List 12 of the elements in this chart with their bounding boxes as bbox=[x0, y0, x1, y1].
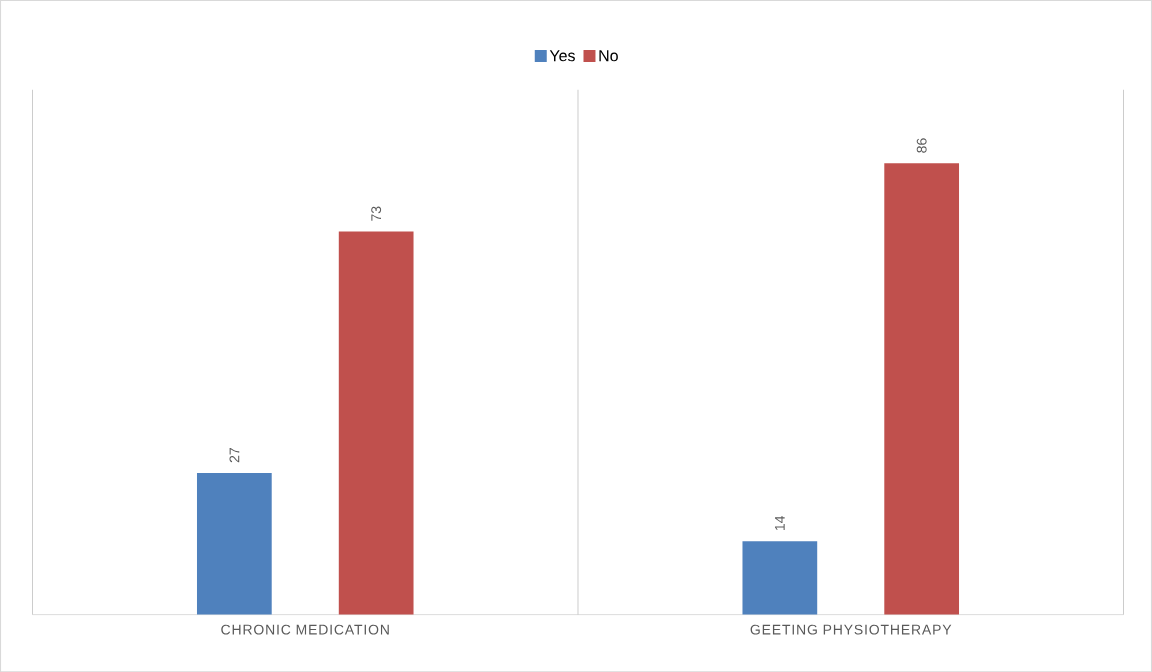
legend-label: Yes bbox=[549, 49, 575, 62]
data-label: 27 bbox=[229, 447, 240, 462]
bar bbox=[196, 472, 272, 615]
data-label: 73 bbox=[371, 206, 382, 221]
x-tick-label: CHRONIC MEDICATION bbox=[221, 624, 389, 635]
legend-label: No bbox=[599, 49, 618, 62]
bar bbox=[742, 540, 818, 615]
bar bbox=[884, 163, 960, 615]
data-label: 14 bbox=[775, 515, 785, 530]
bar bbox=[338, 231, 414, 615]
data-label: 86 bbox=[916, 138, 927, 153]
x-tick-label: GEETING PHYSIOTHERAPY bbox=[750, 624, 952, 635]
